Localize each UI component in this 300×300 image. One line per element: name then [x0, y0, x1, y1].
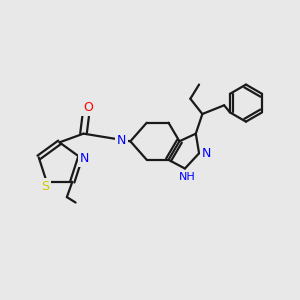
Text: O: O [83, 101, 93, 114]
Text: NH: NH [179, 172, 196, 182]
Text: N: N [202, 147, 211, 160]
Text: S: S [42, 180, 50, 193]
Text: N: N [117, 134, 126, 147]
Text: N: N [80, 152, 89, 165]
